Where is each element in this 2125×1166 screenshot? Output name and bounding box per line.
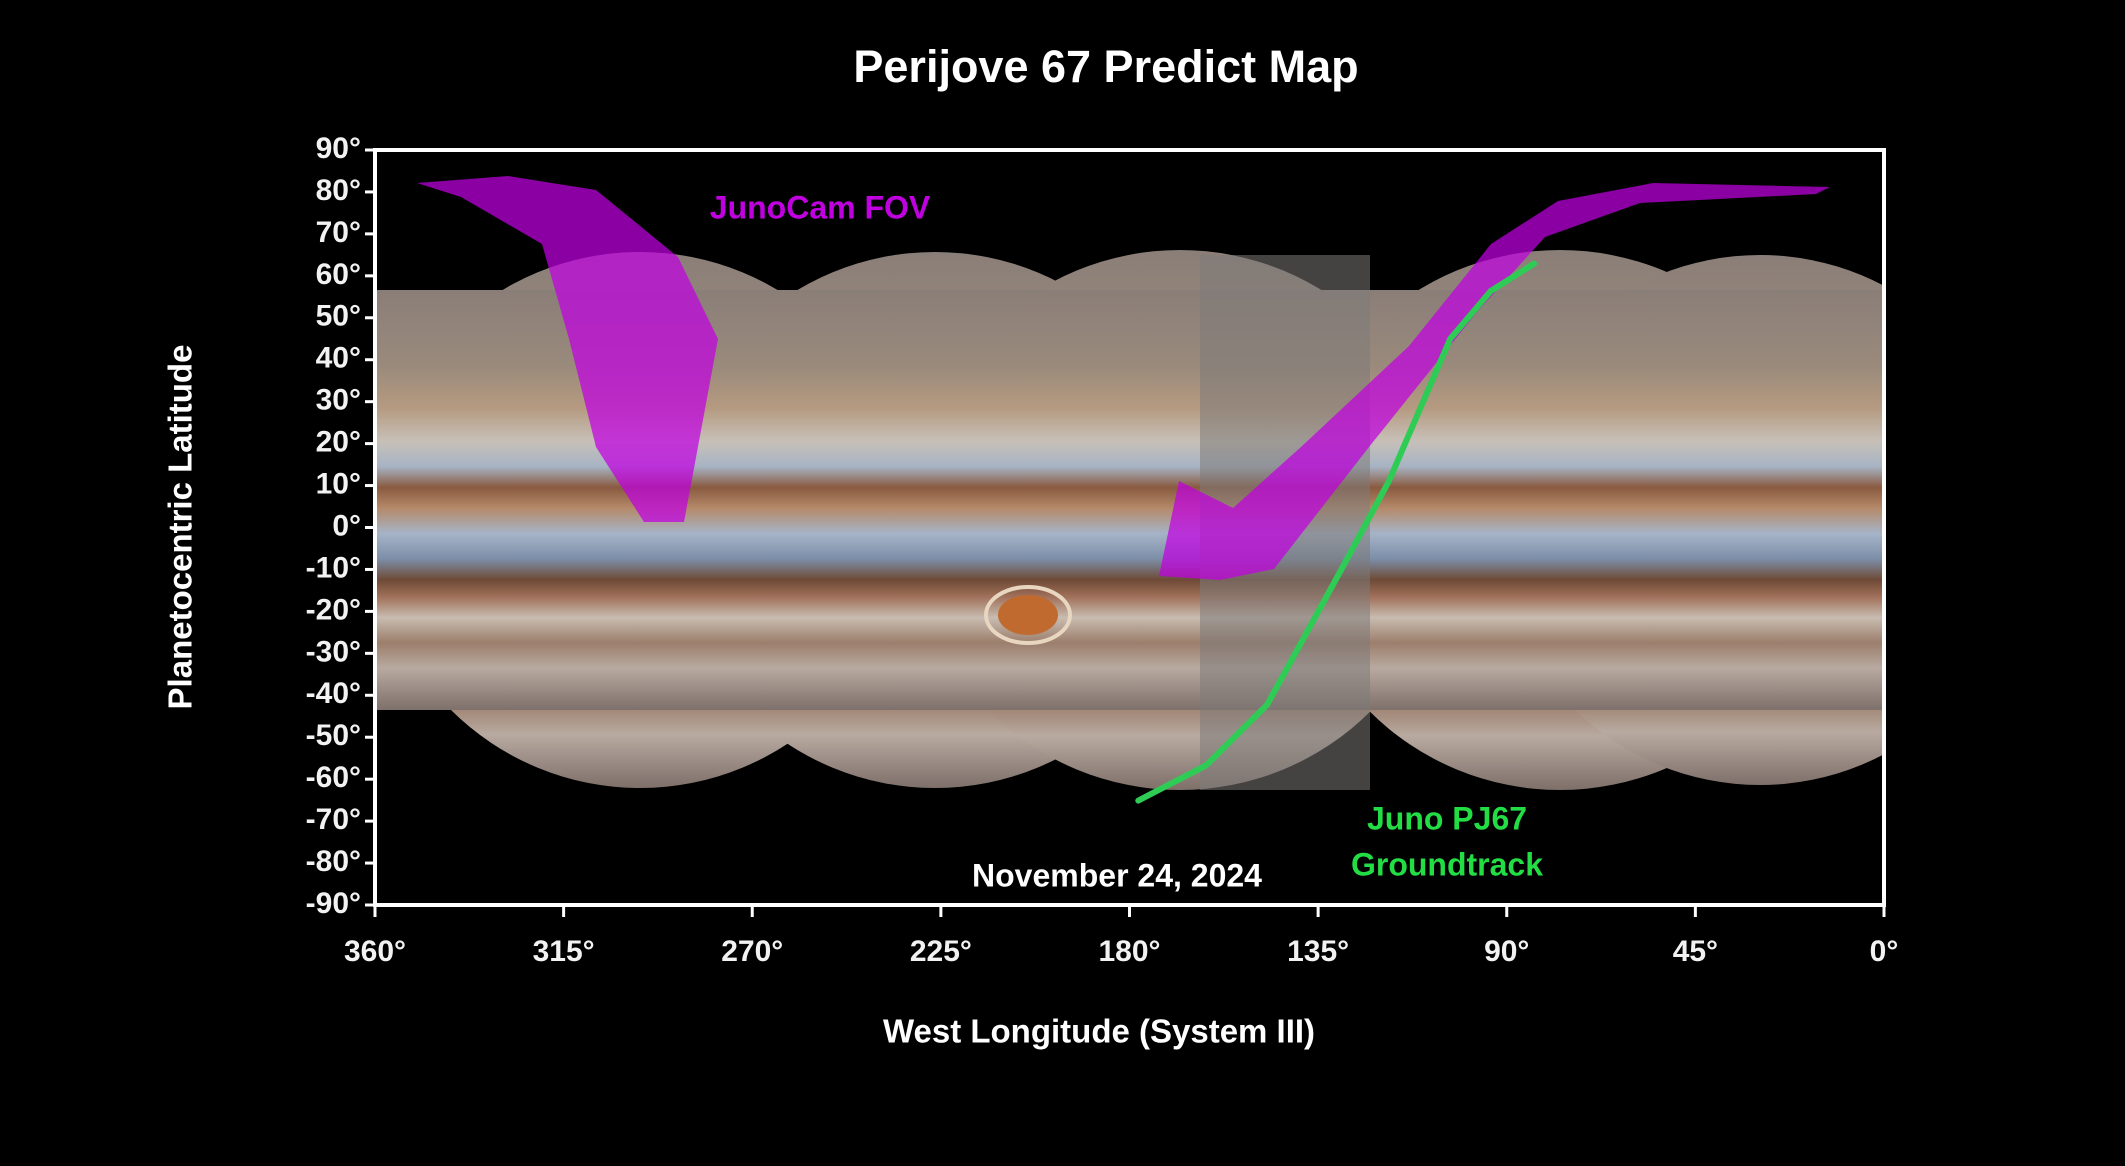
y-tick-label: 90° <box>316 132 361 165</box>
y-tick-label: 60° <box>316 258 361 291</box>
x-tick-label: 180° <box>1098 935 1160 968</box>
x-tick-label: 135° <box>1287 935 1349 968</box>
x-tick-label: 270° <box>721 935 783 968</box>
y-tick-label: -80° <box>306 845 361 878</box>
groundtrack <box>1135 260 1537 804</box>
y-axis-label: Planetocentric Latitude <box>162 345 199 710</box>
y-tick-label: -50° <box>306 719 361 752</box>
y-tick-label: -70° <box>306 803 361 836</box>
track-label: Groundtrack <box>1351 846 1543 882</box>
track-label: Juno PJ67 <box>1367 800 1527 836</box>
y-tick-label: 0° <box>332 509 361 542</box>
y-tick-label: -60° <box>306 761 361 794</box>
y-tick-label: -90° <box>306 887 361 920</box>
x-tick-label: 315° <box>533 935 595 968</box>
y-tick-label: 10° <box>316 467 361 500</box>
y-tick-label: -10° <box>306 551 361 584</box>
fov-label: JunoCam FOV <box>710 189 931 225</box>
y-tick-label: 40° <box>316 342 361 375</box>
y-tick-label: 70° <box>316 216 361 249</box>
x-tick-label: 225° <box>910 935 972 968</box>
y-tick-label: -20° <box>306 593 361 626</box>
x-tick-label: 45° <box>1673 935 1718 968</box>
jupiter-mosaic <box>375 250 1884 790</box>
x-tick-label: 0° <box>1870 935 1899 968</box>
y-tick-label: -30° <box>306 635 361 668</box>
y-tick-label: 50° <box>316 300 361 333</box>
y-tick-label: 30° <box>316 384 361 417</box>
y-tick-label: 80° <box>316 174 361 207</box>
x-tick-label: 360° <box>344 935 406 968</box>
date-label: November 24, 2024 <box>972 857 1262 893</box>
junocam-fov <box>417 176 1830 580</box>
y-tick-label: 20° <box>316 426 361 459</box>
x-tick-label: 90° <box>1484 935 1529 968</box>
x-axis-label: West Longitude (System III) <box>883 1013 1315 1050</box>
y-tick-label: -40° <box>306 677 361 710</box>
chart-title: Perijove 67 Predict Map <box>853 41 1358 92</box>
